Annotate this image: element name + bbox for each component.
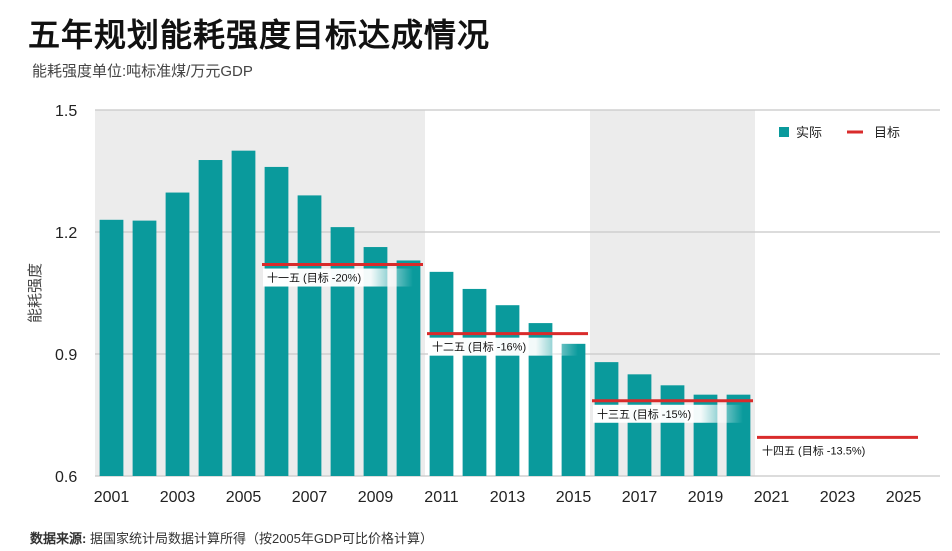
- target-label-bg-1: [428, 337, 578, 356]
- source-text: 据国家统计局数据计算所得（按2005年GDP可比价格计算）: [89, 531, 434, 546]
- target-label-bg-3: [758, 441, 908, 460]
- target-label-bg-0: [263, 268, 413, 287]
- bar-2003: [165, 192, 190, 476]
- x-tick-label: 2021: [754, 489, 790, 506]
- x-tick-label: 2023: [820, 489, 856, 506]
- bar-2012: [462, 288, 487, 476]
- target-label: 十三五 (目标 -15%): [597, 407, 691, 421]
- x-tick-label: 2017: [622, 489, 658, 506]
- bar-2005: [231, 150, 256, 476]
- y-tick-label: 0.6: [55, 469, 77, 486]
- x-tick-label: 2025: [886, 489, 922, 506]
- y-tick-label: 1.5: [55, 103, 77, 120]
- target-label: 十四五 (目标 -13.5%): [762, 443, 865, 457]
- bar-2006: [264, 166, 289, 476]
- target-label: 十二五 (目标 -16%): [432, 340, 526, 354]
- y-tick-label: 0.9: [55, 347, 77, 364]
- x-tick-label: 2019: [688, 489, 724, 506]
- bar-2011: [429, 271, 454, 476]
- bar-2008: [330, 227, 355, 476]
- data-source: 数据来源: 据国家统计局数据计算所得（按2005年GDP可比价格计算）: [30, 528, 433, 547]
- target-label: 十一五 (目标 -20%): [267, 271, 361, 285]
- legend-target-label: 目标: [874, 125, 900, 140]
- legend-actual-swatch: [779, 127, 789, 137]
- x-tick-label: 2009: [358, 489, 394, 506]
- bar-2013: [495, 305, 520, 476]
- bar-2010: [396, 260, 421, 476]
- bar-2004: [198, 160, 223, 476]
- x-tick-label: 2015: [556, 489, 592, 506]
- source-label: 数据来源:: [30, 531, 87, 546]
- target-label-bg-2: [593, 404, 743, 423]
- bar-2001: [99, 219, 124, 477]
- bar-2009: [363, 247, 388, 476]
- chart-subtitle: 能耗强度单位:吨标准煤/万元GDP: [32, 63, 253, 80]
- bar-2018: [660, 385, 685, 476]
- x-tick-label: 2011: [424, 489, 459, 506]
- x-tick-label: 2013: [490, 489, 526, 506]
- bar-2002: [132, 220, 157, 476]
- x-tick-label: 2007: [292, 489, 328, 506]
- y-axis-label: 能耗强度: [27, 263, 44, 323]
- legend-actual-label: 实际: [796, 125, 822, 140]
- bar-2014: [528, 323, 553, 476]
- chart-title: 五年规划能耗强度目标达成情况: [28, 17, 491, 53]
- x-tick-label: 2003: [160, 489, 196, 506]
- bar-2015: [561, 343, 586, 476]
- y-tick-label: 1.2: [55, 225, 77, 242]
- bar-2017: [627, 374, 652, 476]
- x-tick-label: 2001: [94, 489, 130, 506]
- x-tick-label: 2005: [226, 489, 262, 506]
- bar-2007: [297, 195, 322, 476]
